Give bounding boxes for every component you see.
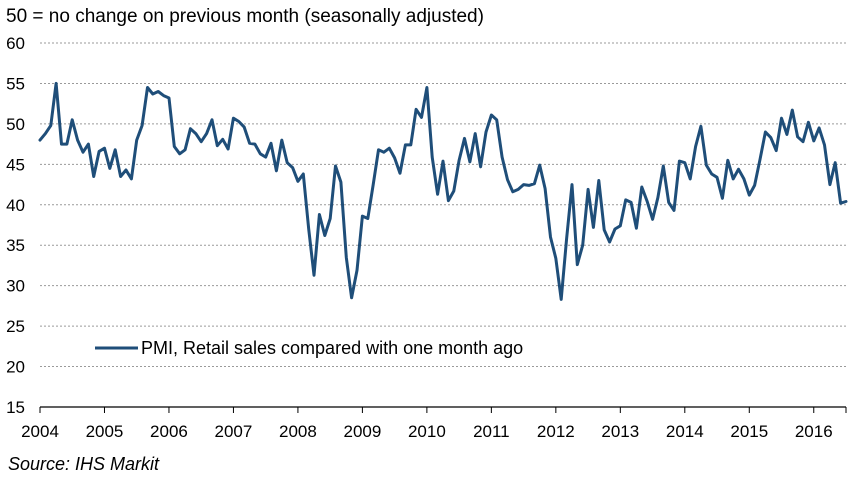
y-tick-label: 45 xyxy=(6,155,25,174)
x-tick-label: 2012 xyxy=(537,422,575,441)
y-tick-label: 35 xyxy=(6,236,25,255)
x-tick-label: 2010 xyxy=(408,422,446,441)
y-tick-label: 55 xyxy=(6,74,25,93)
x-tick-label: 2006 xyxy=(150,422,188,441)
x-tick-label: 2011 xyxy=(473,422,510,441)
x-tick-label: 2015 xyxy=(730,422,768,441)
y-tick-label: 30 xyxy=(6,277,25,296)
y-axis-ticks: 15 20 25 30 35 40 45 50 55 60 xyxy=(6,34,25,417)
y-tick-label: 15 xyxy=(6,398,25,417)
y-tick-label: 60 xyxy=(6,34,25,53)
y-tick-label: 40 xyxy=(6,196,25,215)
source-note: Source: IHS Markit xyxy=(8,454,160,474)
x-tick-label: 2013 xyxy=(601,422,639,441)
y-tick-label: 20 xyxy=(6,358,25,377)
x-tick-label: 2005 xyxy=(86,422,124,441)
legend: PMI, Retail sales compared with one mont… xyxy=(95,338,523,358)
y-tick-label: 25 xyxy=(6,317,25,336)
gridlines xyxy=(40,42,846,368)
series-line xyxy=(38,81,848,301)
series-layer xyxy=(38,81,848,301)
legend-label: PMI, Retail sales compared with one mont… xyxy=(141,338,523,358)
x-axis-ticks: 2004 2005 2006 2007 2008 2009 2010 2011 2012 2013… xyxy=(21,407,847,441)
y-tick-label: 50 xyxy=(6,115,25,134)
x-tick-label: 2004 xyxy=(21,422,59,441)
x-tick-label: 2009 xyxy=(343,422,381,441)
chart-subtitle: 50 = no change on previous month (season… xyxy=(6,6,484,27)
x-tick-label: 2014 xyxy=(666,422,704,441)
x-tick-label: 2016 xyxy=(795,422,833,441)
x-tick-label: 2008 xyxy=(279,422,317,441)
x-tick-label: 2007 xyxy=(215,422,253,441)
